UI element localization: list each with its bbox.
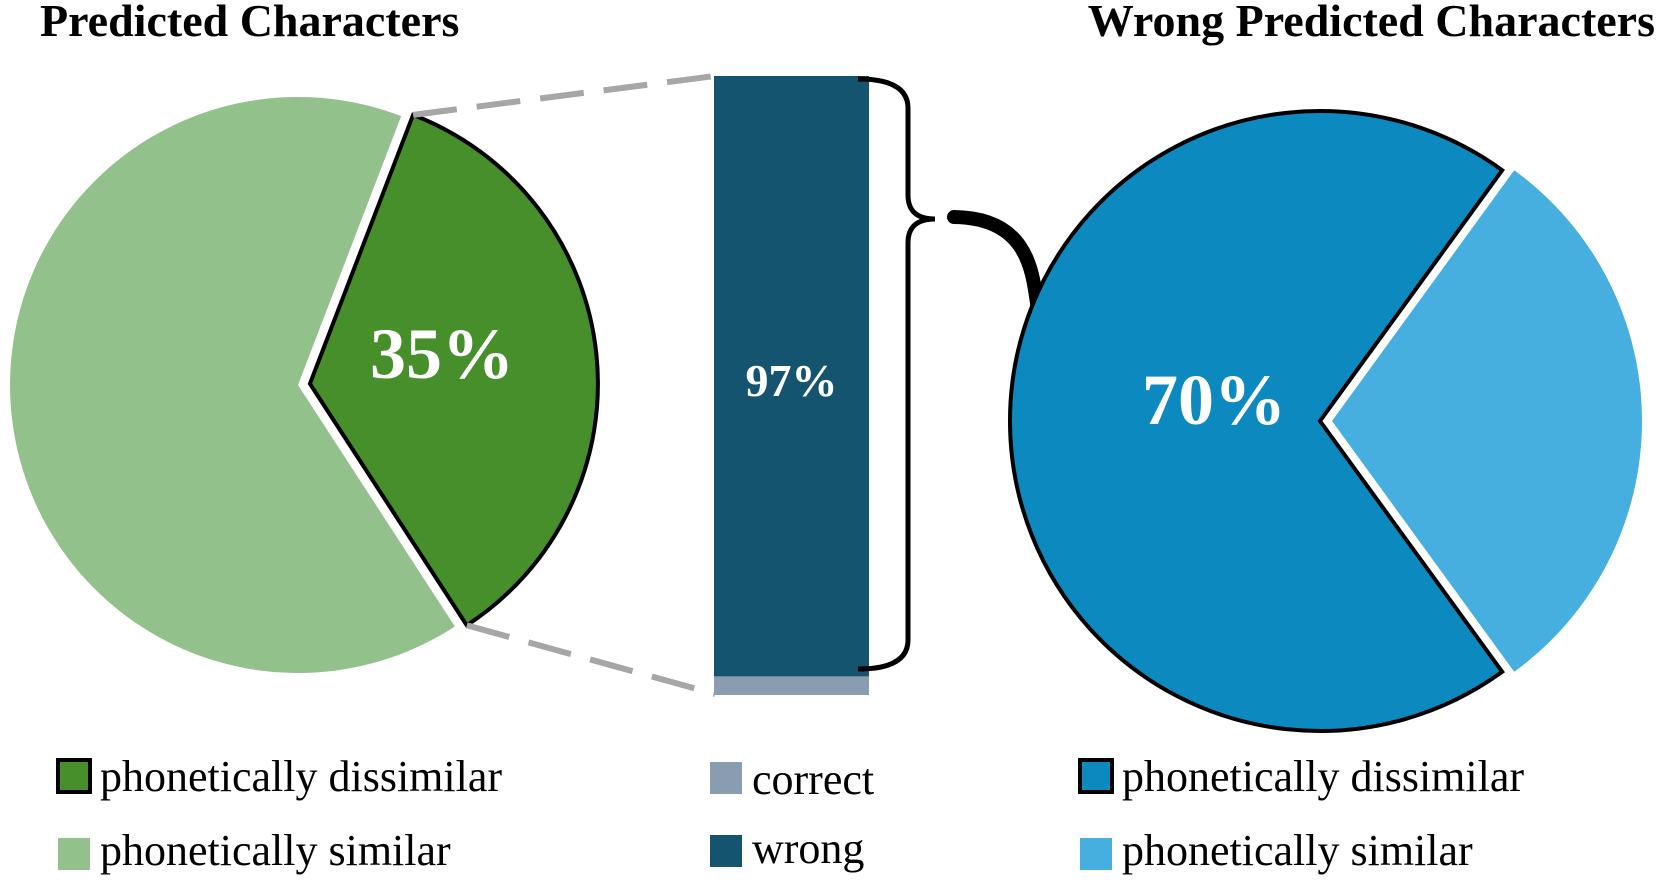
legend-swatch-phonetically-similar xyxy=(1080,838,1112,870)
pie-slice-phonetically-dissimilar xyxy=(1008,109,1505,733)
legend-swatch-phonetically-dissimilar xyxy=(1078,758,1114,794)
stacked-bar: 97% xyxy=(714,76,869,695)
left-pie: 35% xyxy=(10,96,600,673)
connector-bottom xyxy=(465,622,716,697)
legend-label: correct xyxy=(752,755,874,804)
legend-swatch-correct xyxy=(710,762,742,794)
legend-label: wrong xyxy=(752,824,864,873)
right-pie-title: Wrong Predicted Characters xyxy=(1088,0,1655,46)
pie-slice-phonetically-similar xyxy=(10,96,455,673)
legend-swatch-phonetically-dissimilar xyxy=(56,758,92,794)
pie-slice-label: 35% xyxy=(370,314,514,394)
bar-segment-wrong xyxy=(714,76,869,677)
legend-label: phonetically similar xyxy=(1122,826,1473,875)
pie-slice-label: 70% xyxy=(1142,360,1286,440)
left-pie-title: Predicted Characters xyxy=(40,0,459,46)
legend-swatch-wrong xyxy=(710,835,742,867)
brace xyxy=(857,76,936,672)
legend-label: phonetically dissimilar xyxy=(100,752,502,801)
right-pie: 70% xyxy=(1008,109,1642,733)
connector-lines xyxy=(412,73,716,697)
legend-left: phonetically dissimilar phonetically sim… xyxy=(56,752,502,875)
legend-label: phonetically dissimilar xyxy=(1122,752,1524,801)
connector-top xyxy=(412,73,716,118)
legend-right: phonetically dissimilar phonetically sim… xyxy=(1078,752,1524,875)
legend-swatch-phonetically-similar xyxy=(58,838,90,870)
bar-segment-label: 97% xyxy=(746,355,838,406)
pie-slice-phonetically-dissimilar xyxy=(307,112,600,629)
legend-middle: correct wrong xyxy=(710,755,874,873)
legend-label: phonetically similar xyxy=(100,826,451,875)
pie-slice-phonetically-similar xyxy=(1332,170,1642,672)
bar-segment-correct xyxy=(714,676,869,695)
